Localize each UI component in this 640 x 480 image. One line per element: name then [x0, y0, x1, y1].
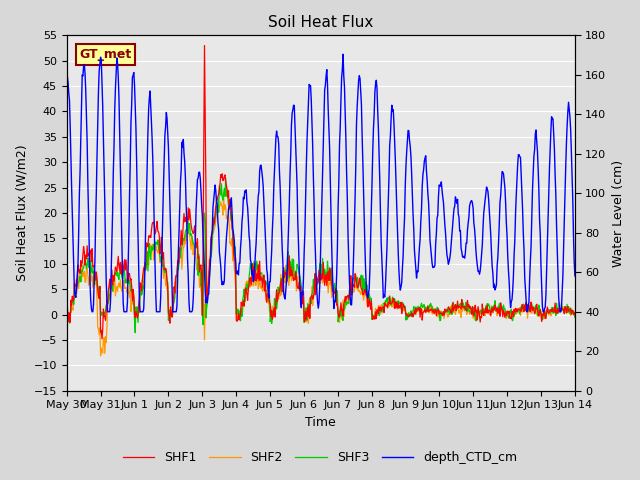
- SHF2: [63, 314, 70, 320]
- SHF2: [571, 314, 579, 320]
- SHF3: [571, 314, 579, 320]
- Y-axis label: Water Level (cm): Water Level (cm): [612, 159, 625, 266]
- SHF1: [201, 43, 209, 48]
- depth_CTD_cm: [399, 265, 406, 271]
- X-axis label: Time: Time: [305, 416, 336, 429]
- Y-axis label: Soil Heat Flux (W/m2): Soil Heat Flux (W/m2): [15, 144, 28, 281]
- SHF1: [571, 309, 579, 315]
- Legend: SHF1, SHF2, SHF3, depth_CTD_cm: SHF1, SHF2, SHF3, depth_CTD_cm: [118, 446, 522, 469]
- Line: SHF2: SHF2: [67, 196, 575, 356]
- SHF1: [384, 305, 392, 311]
- depth_CTD_cm: [63, 81, 70, 86]
- depth_CTD_cm: [125, 231, 132, 237]
- SHF1: [399, 306, 406, 312]
- SHF2: [204, 288, 211, 294]
- SHF2: [97, 353, 104, 359]
- Line: SHF1: SHF1: [67, 46, 575, 339]
- depth_CTD_cm: [339, 51, 347, 57]
- SHF3: [177, 254, 184, 260]
- SHF3: [399, 300, 406, 305]
- SHF3: [384, 301, 392, 307]
- SHF1: [204, 284, 212, 290]
- SHF1: [125, 270, 132, 276]
- SHF3: [124, 274, 132, 279]
- SHF1: [63, 320, 70, 325]
- depth_CTD_cm: [177, 179, 184, 185]
- SHF1: [72, 283, 80, 289]
- depth_CTD_cm: [384, 222, 392, 228]
- depth_CTD_cm: [571, 273, 579, 279]
- SHF2: [72, 288, 80, 293]
- depth_CTD_cm: [72, 294, 80, 300]
- SHF2: [384, 301, 392, 307]
- SHF2: [399, 309, 406, 314]
- Title: Soil Heat Flux: Soil Heat Flux: [268, 15, 374, 30]
- SHF2: [220, 193, 227, 199]
- Line: depth_CTD_cm: depth_CTD_cm: [67, 54, 575, 312]
- SHF3: [63, 314, 70, 320]
- SHF3: [72, 287, 80, 293]
- depth_CTD_cm: [204, 300, 211, 306]
- Text: GT_met: GT_met: [79, 48, 132, 61]
- SHF1: [98, 336, 106, 342]
- SHF1: [177, 242, 184, 248]
- Line: SHF3: SHF3: [67, 178, 575, 333]
- SHF3: [204, 300, 211, 306]
- SHF2: [177, 251, 184, 256]
- depth_CTD_cm: [88, 309, 96, 314]
- SHF3: [131, 330, 139, 336]
- SHF2: [125, 289, 132, 295]
- SHF3: [222, 175, 230, 181]
